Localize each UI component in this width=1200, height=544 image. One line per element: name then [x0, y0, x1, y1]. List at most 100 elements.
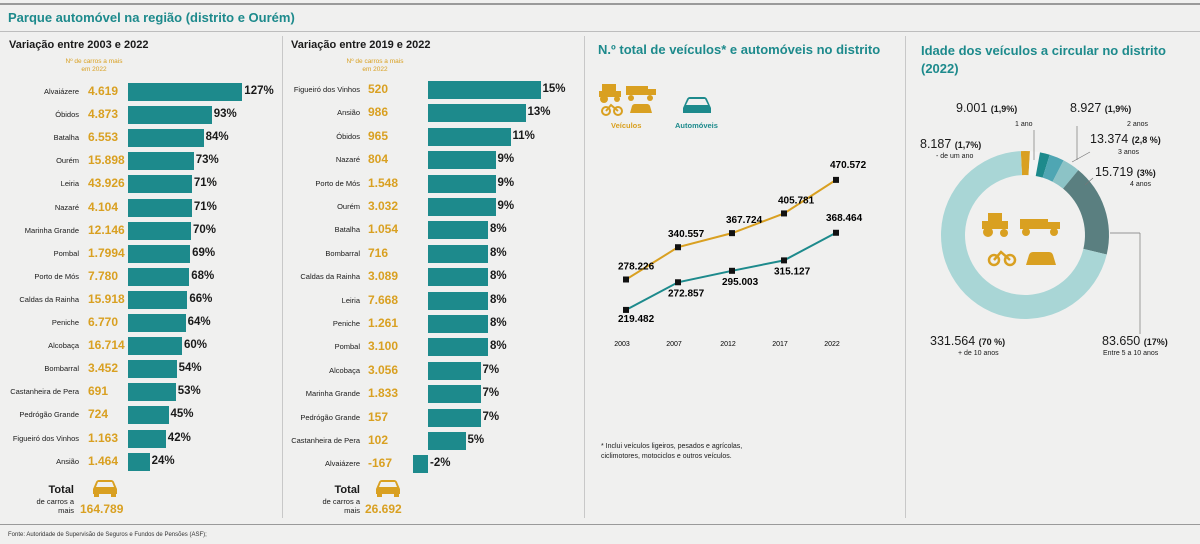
bar [128, 360, 177, 379]
value-label: 15% [542, 83, 566, 95]
category-label: Bombarral [44, 364, 79, 374]
count-value: 6.553 [88, 130, 119, 145]
bar [128, 290, 188, 309]
value-label: 7% [482, 387, 500, 400]
slice-value-label: 331.564 (70 %) [930, 334, 1006, 348]
count-value: 16.714 [88, 338, 125, 353]
slice-percent: (1,9%) [1104, 104, 1132, 114]
data-point [781, 210, 787, 217]
count-value: 43.926 [88, 176, 125, 191]
category-label: Batalha [334, 225, 360, 235]
bar [428, 291, 488, 310]
category-label: Alvaiázere [324, 459, 360, 469]
bar [428, 432, 466, 450]
category-label: Marinha Grande [24, 225, 79, 235]
value-label: 8% [490, 246, 507, 259]
value-label: 9% [497, 176, 515, 189]
data-label: 315.127 [774, 266, 811, 277]
value-label: 69% [192, 246, 216, 259]
legend-vehicles: Veículos [611, 121, 642, 130]
value-label: 71% [193, 177, 217, 190]
bar [428, 244, 488, 263]
value-label: 8% [490, 340, 507, 353]
category-label: Alcobaça [48, 341, 79, 351]
value-label: 9% [497, 200, 515, 212]
bar [428, 221, 488, 240]
category-label: Nazaré [335, 155, 360, 165]
value-label: -2% [430, 457, 451, 470]
bar [428, 151, 496, 170]
bar [128, 337, 182, 356]
divider [584, 36, 585, 518]
total-label: Total [334, 484, 360, 496]
category-label: Caldas da Rainha [19, 294, 79, 304]
count-value: 4.873 [88, 107, 119, 122]
x-tick-label: 2003 [614, 341, 630, 348]
category-label: Leiria [341, 295, 360, 305]
count-value: 1.163 [88, 430, 119, 445]
bar [428, 104, 526, 123]
category-label: Marinha Grande [305, 389, 360, 399]
value-label: 8% [490, 317, 507, 329]
x-tick-label: 2022 [824, 341, 840, 348]
bar [428, 315, 488, 333]
value-label: 45% [170, 408, 194, 421]
data-point [623, 276, 629, 283]
count-value: 7.668 [368, 292, 399, 307]
count-value: 3.089 [368, 269, 399, 284]
page-title: Parque automóvel na região (distrito e O… [8, 10, 295, 25]
donut-slice [1063, 170, 1109, 255]
total-label: Total [48, 484, 74, 496]
data-point [729, 267, 735, 274]
line-chart-title: N.º total de veículos* e automóveis no d… [598, 42, 881, 57]
slice-category-label: 2 anos [1127, 121, 1149, 128]
slice-value-label: 15.719 (3%) [1095, 165, 1156, 179]
count-value: 102 [368, 433, 389, 447]
value-label: 66% [189, 292, 213, 305]
x-tick-label: 2007 [666, 341, 682, 348]
slice-percent: (3%) [1136, 168, 1156, 178]
value-label: 13% [527, 106, 551, 119]
top-rule [0, 3, 1200, 5]
category-label: Ansião [56, 456, 79, 466]
category-label: Pedrógão Grande [300, 412, 360, 422]
count-value: 965 [368, 128, 389, 143]
data-point [675, 279, 681, 286]
x-tick-label: 2017 [772, 341, 788, 348]
data-point [781, 257, 787, 264]
slice-category-label: 1 ano [1015, 121, 1033, 128]
value-label: 5% [467, 434, 485, 446]
slice-category-label: - de um ano [936, 153, 974, 160]
data-label: 405.781 [778, 195, 815, 206]
count-value: 1.548 [368, 175, 399, 190]
total-value: 164.789 [80, 502, 124, 516]
category-label: Alvaiázere [43, 87, 79, 96]
bar [428, 408, 481, 427]
value-label: 11% [512, 129, 535, 142]
bar [128, 175, 192, 194]
category-label: Castanheira de Pera [291, 436, 360, 445]
count-value: 1.464 [88, 453, 119, 468]
bar [128, 452, 150, 471]
value-label: 84% [205, 131, 229, 144]
bar [128, 406, 169, 425]
value-label: 60% [184, 339, 208, 352]
bar [128, 429, 166, 448]
slice-value-label: 83.650 (17%) [1102, 334, 1168, 348]
slice-percent: (70 %) [978, 337, 1006, 347]
category-label: Óbidos [336, 131, 360, 141]
bar [128, 83, 243, 101]
line-chart: 278.226 340.557 367.724 405.781 470.572 219.4… [614, 160, 866, 348]
slice-value-label: 13.374 (2,8 %) [1090, 132, 1161, 146]
data-point [729, 230, 735, 237]
bar [128, 314, 186, 332]
category-label: Porto de Mós [34, 271, 79, 281]
donut-chart-title: Idade dos veículos a circular no distrit… [921, 43, 1166, 76]
category-label: Pombal [334, 342, 360, 352]
value-label: 9% [497, 153, 515, 166]
slice-value-label: 9.001 (1,9%) [956, 101, 1018, 115]
category-label: Caldas da Rainha [300, 272, 360, 282]
title-rule [0, 31, 1200, 32]
category-label: Pombal [53, 248, 79, 258]
bar [428, 385, 481, 404]
